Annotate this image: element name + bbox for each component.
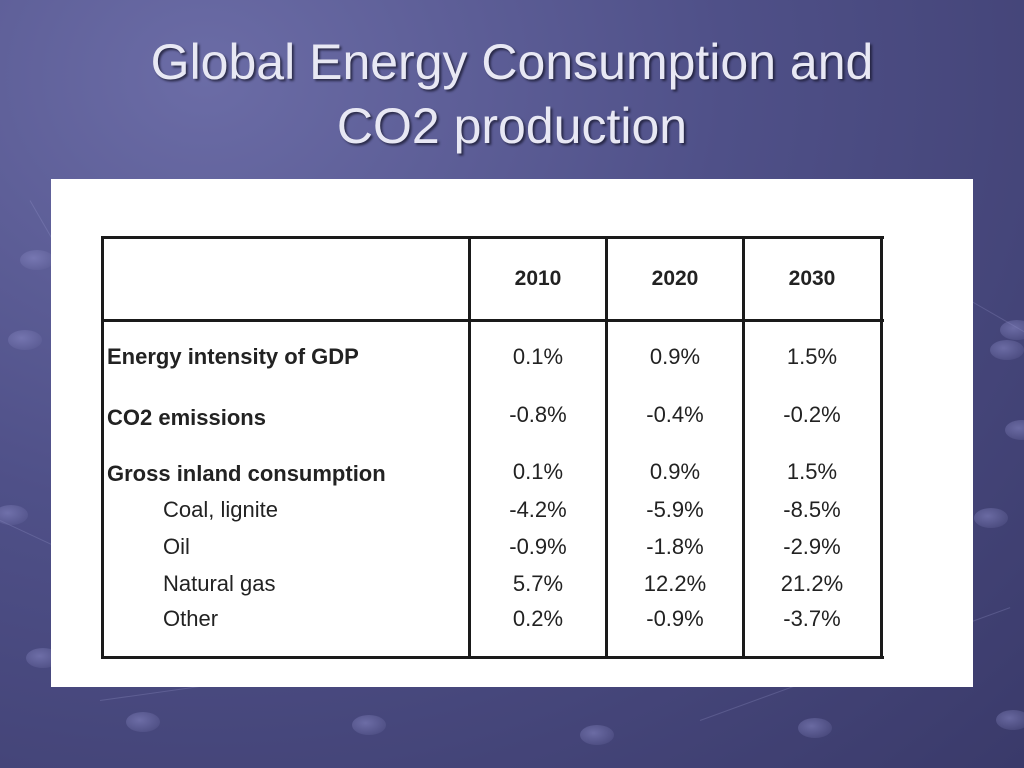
table-cell: -5.9% [646,497,704,522]
table-cell: 0.1% [512,344,564,369]
table-panel: 2010 2020 2030 Energy intensity of GDP 0… [51,179,973,687]
row-label-energy-intensity: Energy intensity of GDP [107,344,359,369]
table-cell: -0.4% [646,402,704,427]
table-cell: -3.7% [783,606,841,631]
column-header-2010: 2010 [514,267,562,290]
energy-table: 2010 2020 2030 Energy intensity of GDP 0… [101,236,884,659]
column-header-2020: 2020 [651,267,699,290]
row-label-co2-emissions: CO2 emissions [107,405,266,430]
table-cell: -0.9% [509,534,567,559]
table-cell: 1.5% [786,459,838,484]
table-cell: -0.9% [646,606,704,631]
table-cell: 1.5% [786,344,838,369]
table-cell: -4.2% [509,497,567,522]
table-cell: 0.9% [649,344,701,369]
table-cell: 0.1% [512,459,564,484]
column-header-2030: 2030 [788,267,836,290]
table-cell: -0.8% [509,402,567,427]
row-label-oil: Oil [163,534,190,559]
table-cell: 0.9% [649,459,701,484]
table-cell: -1.8% [646,534,704,559]
slide-title: Global Energy Consumption and CO2 produc… [0,30,1024,158]
slide-title-line1: Global Energy Consumption and [150,34,874,90]
row-label-gross-inland-consumption: Gross inland consumption [107,461,386,486]
table-cell: 5.7% [512,571,564,596]
row-label-natural-gas: Natural gas [163,571,276,596]
table-cell: 21.2% [780,571,844,596]
row-label-other: Other [163,606,219,631]
table-cell: -2.9% [783,534,841,559]
slide-title-line2: CO2 production [336,98,688,154]
table-cell: -0.2% [783,402,841,427]
row-label-coal-lignite: Coal, lignite [163,497,278,522]
table-cell: 12.2% [643,571,707,596]
table-cell: -8.5% [783,497,841,522]
table-cell: 0.2% [512,606,564,631]
